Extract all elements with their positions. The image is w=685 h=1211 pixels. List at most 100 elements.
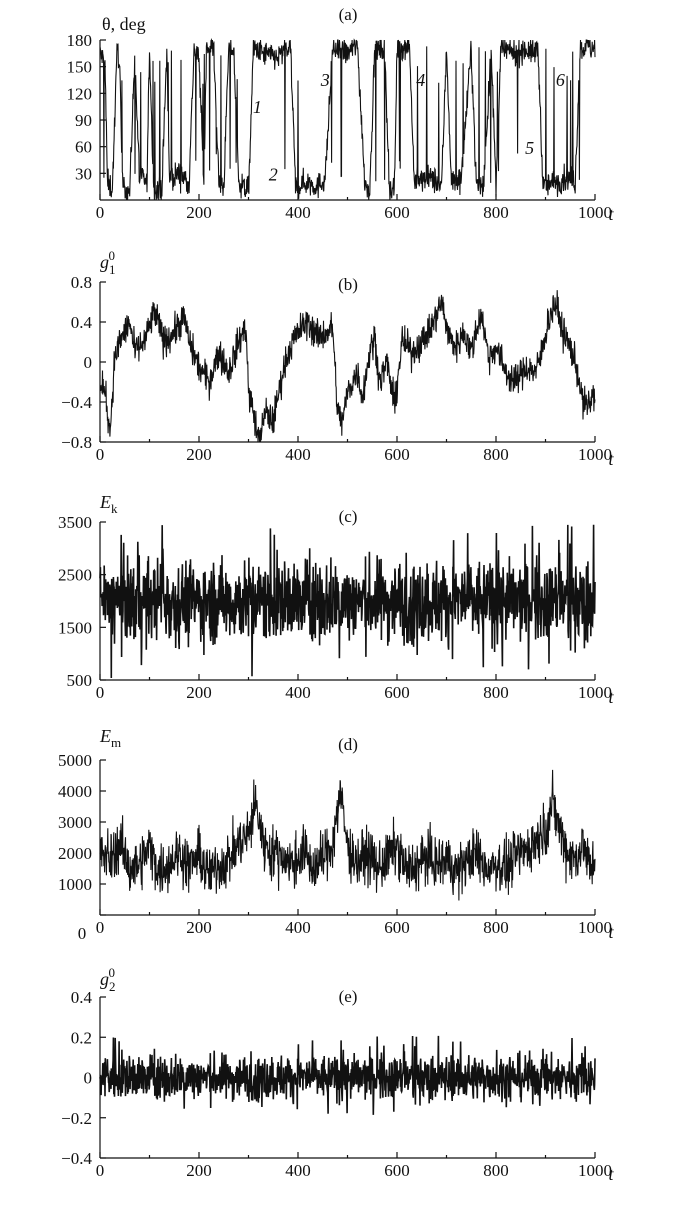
series-line <box>99 769 596 901</box>
x-tick-label: 600 <box>384 203 410 222</box>
y-tick-label: 3000 <box>58 813 92 832</box>
y-tick-label: 2000 <box>58 844 92 863</box>
panel-label: (b) <box>338 275 358 294</box>
x-tick-label: 200 <box>186 203 212 222</box>
x-tick-label: 0 <box>96 683 105 702</box>
y-tick-label: 30 <box>75 164 92 183</box>
x-tick-label: 1000 <box>578 203 612 222</box>
y-tick-label: 0.2 <box>71 1028 92 1047</box>
annotation-label: 2 <box>269 164 278 184</box>
y-tick-label: 1000 <box>58 875 92 894</box>
y-tick-label: 1500 <box>58 618 92 637</box>
y-tick-label: 0 <box>84 353 93 372</box>
x-axis-label: t <box>608 1164 614 1184</box>
panel-label: (c) <box>339 507 358 526</box>
y-label-sub: k <box>111 501 118 516</box>
y-tick-label: −0.2 <box>61 1109 92 1128</box>
x-tick-label: 400 <box>285 1161 311 1180</box>
y-tick-label: 60 <box>75 138 92 157</box>
panel-label: (d) <box>338 735 358 754</box>
y-zero-label: 0 <box>78 924 87 943</box>
x-tick-label: 600 <box>384 918 410 937</box>
y-label-sup: 0 <box>109 248 116 263</box>
y-label-main: g <box>100 252 109 272</box>
x-tick-label: 400 <box>285 918 311 937</box>
y-tick-label: 120 <box>67 84 93 103</box>
x-tick-label: 1000 <box>578 445 612 464</box>
x-tick-label: 600 <box>384 445 410 464</box>
series-line <box>99 290 596 443</box>
y-label-sub: 2 <box>109 979 116 994</box>
y-label-sup: 0 <box>109 965 116 980</box>
x-tick-label: 400 <box>285 683 311 702</box>
x-tick-label: 200 <box>186 1161 212 1180</box>
y-tick-label: 0.4 <box>71 313 93 332</box>
x-axis-label: t <box>608 922 614 942</box>
y-tick-label: 180 <box>67 31 93 50</box>
y-tick-label: 150 <box>67 58 93 77</box>
x-axis-label: t <box>608 449 614 469</box>
x-axis-label: t <box>608 687 614 707</box>
y-axis-label: g20 <box>100 965 116 994</box>
y-tick-label: 90 <box>75 111 92 130</box>
x-tick-label: 800 <box>483 1161 509 1180</box>
x-tick-label: 400 <box>285 203 311 222</box>
panel-label: (e) <box>339 987 358 1006</box>
y-axis-label: Ek <box>99 492 118 516</box>
y-tick-label: −0.8 <box>61 433 92 452</box>
axes <box>99 281 596 443</box>
x-tick-label: 800 <box>483 445 509 464</box>
x-axis-label: t <box>608 204 614 224</box>
y-tick-label: 3500 <box>58 513 92 532</box>
x-tick-label: 0 <box>96 1161 105 1180</box>
x-tick-label: 1000 <box>578 1161 612 1180</box>
x-tick-label: 0 <box>96 203 105 222</box>
x-tick-label: 0 <box>96 445 105 464</box>
x-tick-label: 800 <box>483 683 509 702</box>
y-label-main: g <box>100 969 109 989</box>
annotation-label: 1 <box>253 97 262 117</box>
series-line <box>99 524 596 679</box>
y-tick-label: −0.4 <box>61 393 92 412</box>
chart-panel-a: 0 200 400 600 800 1000 30 60 90 120 150 180 (a) t θ, d… <box>67 5 615 224</box>
annotation-label: 6 <box>556 70 565 90</box>
y-axis-label: g10 <box>100 248 116 277</box>
x-tick-label: 800 <box>483 203 509 222</box>
series-line <box>99 38 596 201</box>
y-label-main: E <box>99 492 111 512</box>
chart-panel-c: 0 200 400 600 800 1000 500 1500 2500 3500 (c) t Ek <box>58 492 614 707</box>
y-tick-label: 0 <box>84 1069 93 1088</box>
x-tick-label: 400 <box>285 445 311 464</box>
x-tick-label: 800 <box>483 918 509 937</box>
x-tick-label: 1000 <box>578 918 612 937</box>
axes <box>99 39 596 201</box>
chart-panel-d: 0 200 400 600 800 1000 1000 2000 3000 4000 5000 (d)… <box>58 726 614 943</box>
x-tick-label: 200 <box>186 683 212 702</box>
y-label-sub: m <box>111 735 121 750</box>
y-tick-label: −0.4 <box>61 1149 92 1168</box>
series-line <box>99 1035 596 1115</box>
x-tick-label: 0 <box>96 918 105 937</box>
annotation-label: 4 <box>416 70 425 90</box>
axes <box>99 759 596 916</box>
y-label-main: E <box>99 726 111 746</box>
x-tick-label: 600 <box>384 683 410 702</box>
panel-label: (a) <box>339 5 358 24</box>
y-tick-label: 0.4 <box>71 988 93 1007</box>
y-tick-label: 500 <box>67 671 93 690</box>
axes <box>99 996 596 1159</box>
annotation-label: 5 <box>525 138 534 158</box>
y-axis-label: θ, deg <box>102 14 146 34</box>
y-axis-label: Em <box>99 726 121 750</box>
annotation-label: 3 <box>320 70 330 90</box>
x-tick-label: 600 <box>384 1161 410 1180</box>
y-label-sub: 1 <box>109 262 116 277</box>
x-tick-label: 1000 <box>578 683 612 702</box>
y-tick-label: 4000 <box>58 782 92 801</box>
y-tick-label: 2500 <box>58 566 92 585</box>
y-tick-label: 0.8 <box>71 273 92 292</box>
axes <box>99 521 596 681</box>
